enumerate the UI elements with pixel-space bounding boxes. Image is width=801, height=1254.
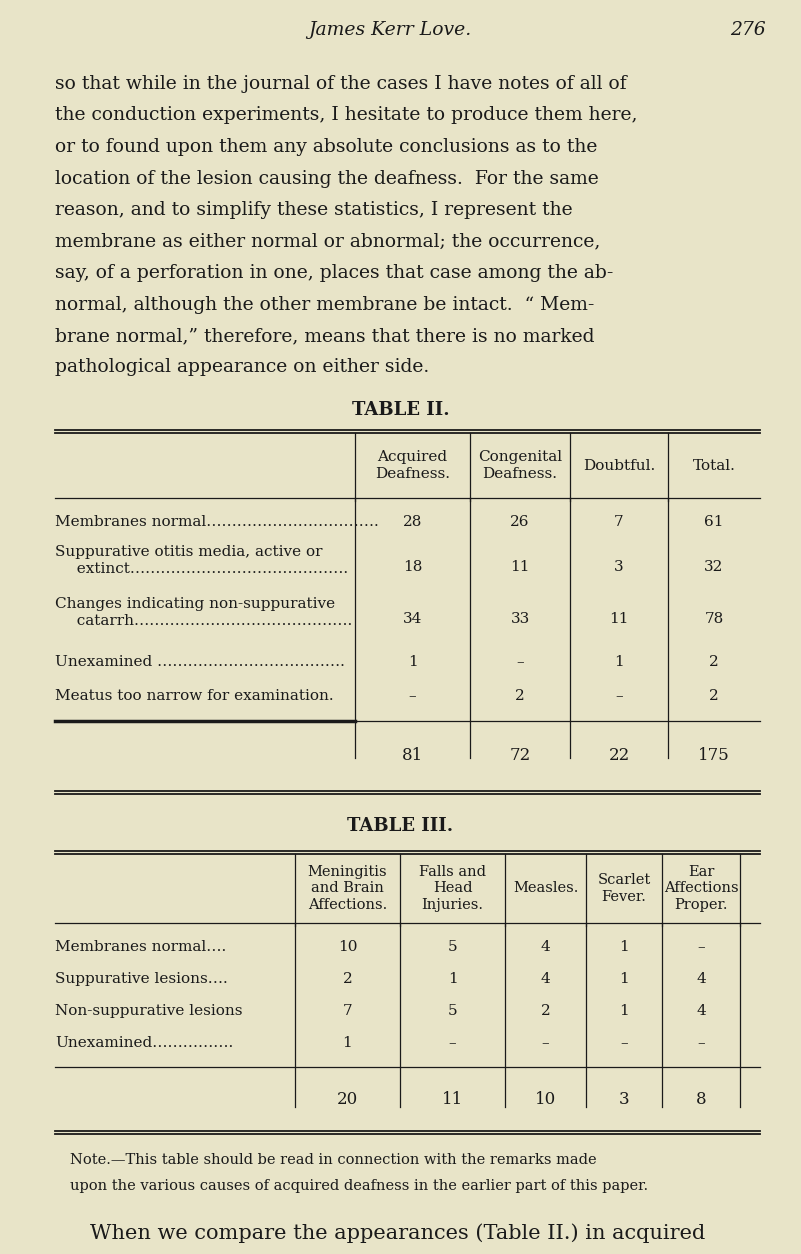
Text: 11: 11 (510, 561, 529, 574)
Text: 1: 1 (619, 1004, 629, 1018)
Text: 5: 5 (448, 1004, 457, 1018)
Text: –: – (409, 688, 417, 703)
Text: 11: 11 (610, 612, 629, 626)
Text: James Kerr Love.: James Kerr Love. (308, 21, 472, 39)
Text: Doubtful.: Doubtful. (583, 459, 655, 473)
Text: 7: 7 (614, 515, 624, 529)
Text: 2: 2 (709, 655, 718, 668)
Text: TABLE II.: TABLE II. (352, 401, 449, 419)
Text: 4: 4 (696, 1004, 706, 1018)
Text: location of the lesion causing the deafness.  For the same: location of the lesion causing the deafn… (55, 169, 599, 188)
Text: 1: 1 (448, 972, 457, 986)
Text: –: – (615, 688, 623, 703)
Text: Non-suppurative lesions: Non-suppurative lesions (55, 1004, 243, 1018)
Text: extinct…………………………………….: extinct……………………………………. (67, 562, 348, 576)
Text: 1: 1 (619, 940, 629, 954)
Text: reason, and to simplify these statistics, I represent the: reason, and to simplify these statistics… (55, 201, 573, 219)
Text: so that while in the journal of the cases I have notes of all of: so that while in the journal of the case… (55, 75, 626, 93)
Text: 4: 4 (541, 940, 550, 954)
Text: Ear
Affections
Proper.: Ear Affections Proper. (664, 865, 739, 912)
Text: Scarlet
Fever.: Scarlet Fever. (598, 873, 650, 904)
Text: pathological appearance on either side.: pathological appearance on either side. (55, 359, 429, 376)
Text: –: – (516, 655, 524, 668)
Text: 33: 33 (510, 612, 529, 626)
Text: Acquired
Deafness.: Acquired Deafness. (375, 450, 450, 480)
Text: upon the various causes of acquired deafness in the earlier part of this paper.: upon the various causes of acquired deaf… (70, 1179, 648, 1193)
Text: 1: 1 (408, 655, 417, 668)
Text: Note.—This table should be read in connection with the remarks made: Note.—This table should be read in conne… (70, 1152, 597, 1167)
Text: 4: 4 (541, 972, 550, 986)
Text: brane normal,” therefore, means that there is no marked: brane normal,” therefore, means that the… (55, 327, 594, 345)
Text: 20: 20 (337, 1091, 358, 1107)
Text: say, of a perforation in one, places that case among the ab-: say, of a perforation in one, places tha… (55, 265, 614, 282)
Text: Suppurative otitis media, active or: Suppurative otitis media, active or (55, 545, 323, 559)
Text: 5: 5 (448, 940, 457, 954)
Text: –: – (697, 1036, 705, 1050)
Text: 22: 22 (609, 747, 630, 765)
Text: Unexamined ……………………………….: Unexamined ………………………………. (55, 655, 345, 668)
Text: 28: 28 (403, 515, 422, 529)
Text: Suppurative lesions….: Suppurative lesions…. (55, 972, 227, 986)
Text: 4: 4 (696, 972, 706, 986)
Text: Falls and
Head
Injuries.: Falls and Head Injuries. (419, 865, 486, 912)
Text: 2: 2 (343, 972, 352, 986)
Text: 81: 81 (402, 747, 423, 765)
Text: Meatus too narrow for examination.: Meatus too narrow for examination. (55, 688, 334, 703)
Text: TABLE III.: TABLE III. (348, 818, 453, 835)
Text: –: – (541, 1036, 549, 1050)
Text: 10: 10 (535, 1091, 556, 1107)
Text: Total.: Total. (693, 459, 735, 473)
Text: 2: 2 (515, 688, 525, 703)
Text: the conduction experiments, I hesitate to produce them here,: the conduction experiments, I hesitate t… (55, 107, 638, 124)
Text: 18: 18 (403, 561, 422, 574)
Text: membrane as either normal or abnormal; the occurrence,: membrane as either normal or abnormal; t… (55, 232, 601, 251)
Text: Unexamined…………….: Unexamined……………. (55, 1036, 233, 1050)
Text: 61: 61 (704, 515, 724, 529)
Text: Congenital
Deafness.: Congenital Deafness. (478, 450, 562, 480)
Text: –: – (449, 1036, 457, 1050)
Text: Meningitis
and Brain
Affections.: Meningitis and Brain Affections. (308, 865, 388, 912)
Text: When we compare the appearances (Table II.) in acquired: When we compare the appearances (Table I… (90, 1223, 705, 1243)
Text: 78: 78 (704, 612, 723, 626)
Text: Measles.: Measles. (513, 882, 578, 895)
Text: 1: 1 (343, 1036, 352, 1050)
Text: 32: 32 (704, 561, 723, 574)
Text: Membranes normal….: Membranes normal…. (55, 940, 226, 954)
Text: 26: 26 (510, 515, 529, 529)
Text: 11: 11 (442, 1091, 463, 1107)
Text: 1: 1 (619, 972, 629, 986)
Text: 175: 175 (698, 747, 730, 765)
Text: catarrh…………………………………….: catarrh……………………………………. (67, 614, 352, 628)
Text: 72: 72 (509, 747, 530, 765)
Text: 7: 7 (343, 1004, 352, 1018)
Text: –: – (697, 940, 705, 954)
Text: normal, although the other membrane be intact.  “ Mem-: normal, although the other membrane be i… (55, 296, 594, 314)
Text: 3: 3 (618, 1091, 630, 1107)
Text: 34: 34 (403, 612, 422, 626)
Text: Changes indicating non-suppurative: Changes indicating non-suppurative (55, 597, 335, 611)
Text: –: – (620, 1036, 628, 1050)
Text: 10: 10 (338, 940, 357, 954)
Text: 3: 3 (614, 561, 624, 574)
Text: 8: 8 (696, 1091, 706, 1107)
Text: or to found upon them any absolute conclusions as to the: or to found upon them any absolute concl… (55, 138, 598, 155)
Text: 1: 1 (614, 655, 624, 668)
Text: 276: 276 (731, 21, 766, 39)
Text: 2: 2 (709, 688, 718, 703)
Text: Membranes normal…………………………….: Membranes normal……………………………. (55, 515, 379, 529)
Text: 2: 2 (541, 1004, 550, 1018)
